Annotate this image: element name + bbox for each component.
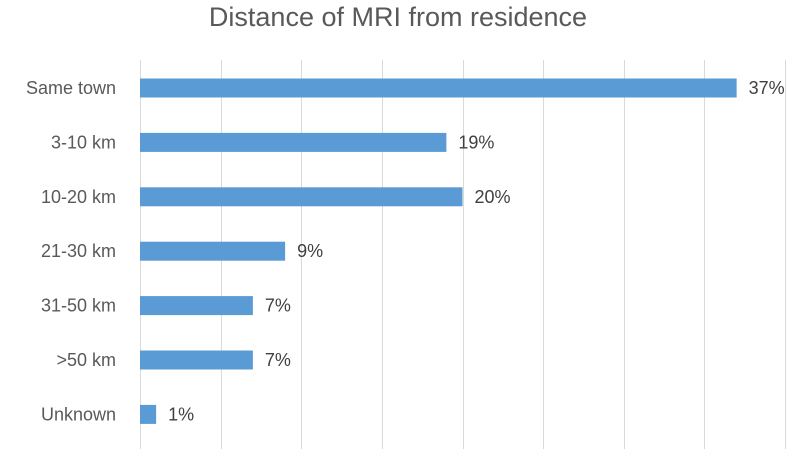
data-label: 7%	[265, 296, 291, 316]
data-label: 9%	[297, 241, 323, 261]
category-label: 10-20 km	[41, 187, 116, 207]
bar	[140, 350, 253, 370]
category-label: Unknown	[41, 404, 116, 424]
category-labels: Same town 3-10 km 10-20 km 21-30 km 31-50 km…	[26, 78, 116, 424]
category-label: Same town	[26, 78, 116, 98]
category-label: >50 km	[56, 350, 116, 370]
bar	[140, 187, 463, 207]
value-labels: 37% 19% 20% 9% 7% 7% 1%	[168, 78, 785, 424]
chart-title: Distance of MRI from residence	[208, 2, 588, 32]
data-label: 20%	[475, 187, 511, 207]
data-label: 19%	[458, 132, 494, 152]
data-label: 7%	[265, 350, 291, 370]
bar	[140, 78, 737, 98]
bar	[140, 404, 157, 424]
category-label: 21-30 km	[41, 241, 116, 261]
data-label: 37%	[749, 78, 785, 98]
category-label: 31-50 km	[41, 296, 116, 316]
bars	[140, 78, 737, 424]
bar	[140, 241, 286, 261]
category-label: 3-10 km	[51, 132, 116, 152]
data-label: 1%	[168, 404, 194, 424]
bar	[140, 296, 253, 316]
bar	[140, 132, 447, 152]
